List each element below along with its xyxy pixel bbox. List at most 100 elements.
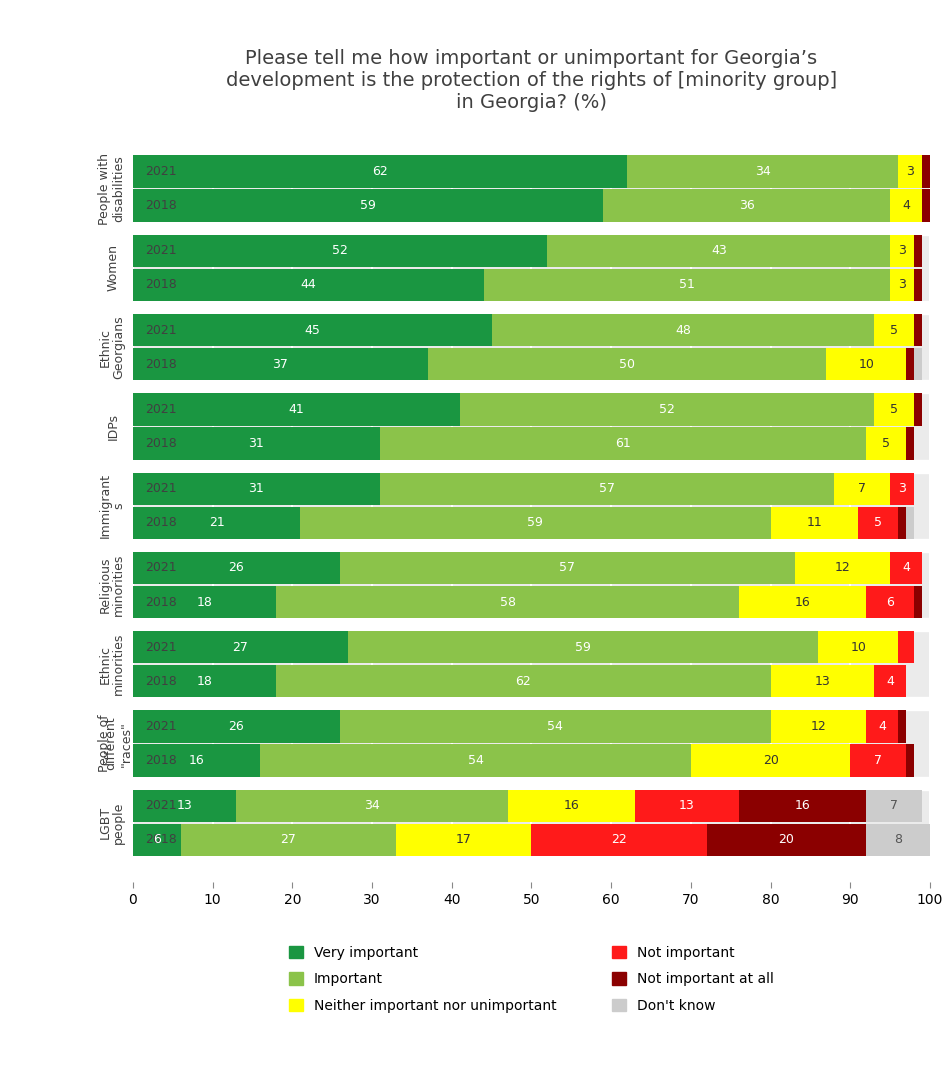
Bar [922, 155, 930, 187]
Text: 54: 54 [468, 754, 484, 767]
Text: 34: 34 [364, 799, 380, 812]
Bar [508, 790, 635, 822]
Title: Please tell me how important or unimportant for Georgia’s
development is the pro: Please tell me how important or unimport… [226, 49, 837, 112]
Text: 7: 7 [874, 754, 883, 767]
Text: 2018: 2018 [145, 754, 177, 767]
Text: 2018: 2018 [145, 834, 177, 847]
Bar [914, 393, 922, 425]
Text: 22: 22 [611, 834, 627, 847]
Bar [133, 539, 930, 552]
Bar [827, 348, 906, 380]
Text: 2021: 2021 [145, 799, 177, 812]
Text: different
"races": different "races" [104, 717, 133, 770]
Text: 2021: 2021 [145, 482, 177, 495]
Bar [276, 665, 771, 697]
Bar [133, 586, 276, 619]
Bar [914, 269, 922, 301]
Bar [890, 269, 914, 301]
Text: 2018: 2018 [145, 279, 177, 292]
Bar [133, 632, 348, 664]
Text: 5: 5 [890, 402, 898, 416]
Bar [380, 427, 866, 459]
Text: 5: 5 [874, 516, 883, 529]
Bar [380, 472, 834, 505]
Text: 50: 50 [619, 357, 635, 371]
Bar [396, 824, 531, 856]
Bar [428, 348, 827, 380]
Text: 13: 13 [814, 675, 830, 688]
Text: 18: 18 [196, 595, 213, 609]
Text: 59: 59 [360, 199, 376, 212]
Bar [874, 665, 906, 697]
Bar [898, 710, 906, 742]
Bar [340, 552, 794, 584]
Bar [771, 665, 874, 697]
Bar [874, 314, 914, 346]
Bar [276, 586, 738, 619]
Text: 2021: 2021 [145, 244, 177, 257]
Bar [133, 348, 428, 380]
Text: 61: 61 [615, 437, 631, 450]
Bar [850, 745, 906, 777]
Bar [858, 507, 898, 539]
Text: 2018: 2018 [145, 199, 177, 212]
Bar [834, 472, 890, 505]
Text: 13: 13 [679, 799, 695, 812]
Text: 4: 4 [886, 675, 894, 688]
Text: 34: 34 [754, 165, 771, 178]
Bar [818, 632, 898, 664]
Bar [133, 189, 604, 222]
Text: 12: 12 [810, 720, 827, 733]
Bar [133, 222, 930, 235]
Bar [635, 790, 738, 822]
Bar [906, 427, 914, 459]
Bar [133, 777, 930, 790]
Text: 27: 27 [233, 640, 249, 654]
Bar [531, 824, 707, 856]
Text: 43: 43 [711, 244, 727, 257]
Bar [548, 235, 890, 267]
Text: 59: 59 [528, 516, 544, 529]
Text: 18: 18 [196, 675, 213, 688]
Text: People with: People with [99, 153, 111, 225]
Text: 57: 57 [559, 562, 575, 575]
Bar [133, 427, 380, 459]
Text: Ethnic: Ethnic [99, 645, 111, 683]
Bar [133, 269, 484, 301]
Bar [348, 632, 818, 664]
Text: Women: Women [106, 244, 120, 292]
Bar [771, 710, 866, 742]
Text: 2018: 2018 [145, 675, 177, 688]
Text: 2021: 2021 [145, 562, 177, 575]
Text: 31: 31 [249, 437, 264, 450]
Text: 2018: 2018 [145, 357, 177, 371]
Bar [133, 472, 380, 505]
Text: Immigrant: Immigrant [99, 473, 111, 538]
Bar [133, 856, 930, 882]
Text: 16: 16 [564, 799, 579, 812]
Bar [914, 314, 922, 346]
Bar [866, 790, 922, 822]
Bar [133, 710, 340, 742]
Text: 51: 51 [679, 279, 695, 292]
Text: 20: 20 [763, 754, 778, 767]
Text: 36: 36 [739, 199, 754, 212]
Bar [906, 745, 914, 777]
Bar [133, 393, 459, 425]
Bar [133, 665, 276, 697]
Bar [890, 472, 914, 505]
Text: 31: 31 [249, 482, 264, 495]
Text: 26: 26 [229, 562, 244, 575]
Text: 7: 7 [890, 799, 898, 812]
Bar [133, 697, 930, 710]
Bar [133, 129, 930, 155]
Text: 45: 45 [305, 324, 320, 337]
Bar [738, 586, 866, 619]
Text: 58: 58 [499, 595, 515, 609]
Text: 4: 4 [878, 720, 886, 733]
Bar [914, 586, 922, 619]
Text: 2021: 2021 [145, 165, 177, 178]
Bar [459, 393, 874, 425]
Text: 3: 3 [906, 165, 914, 178]
Text: s: s [112, 502, 125, 509]
